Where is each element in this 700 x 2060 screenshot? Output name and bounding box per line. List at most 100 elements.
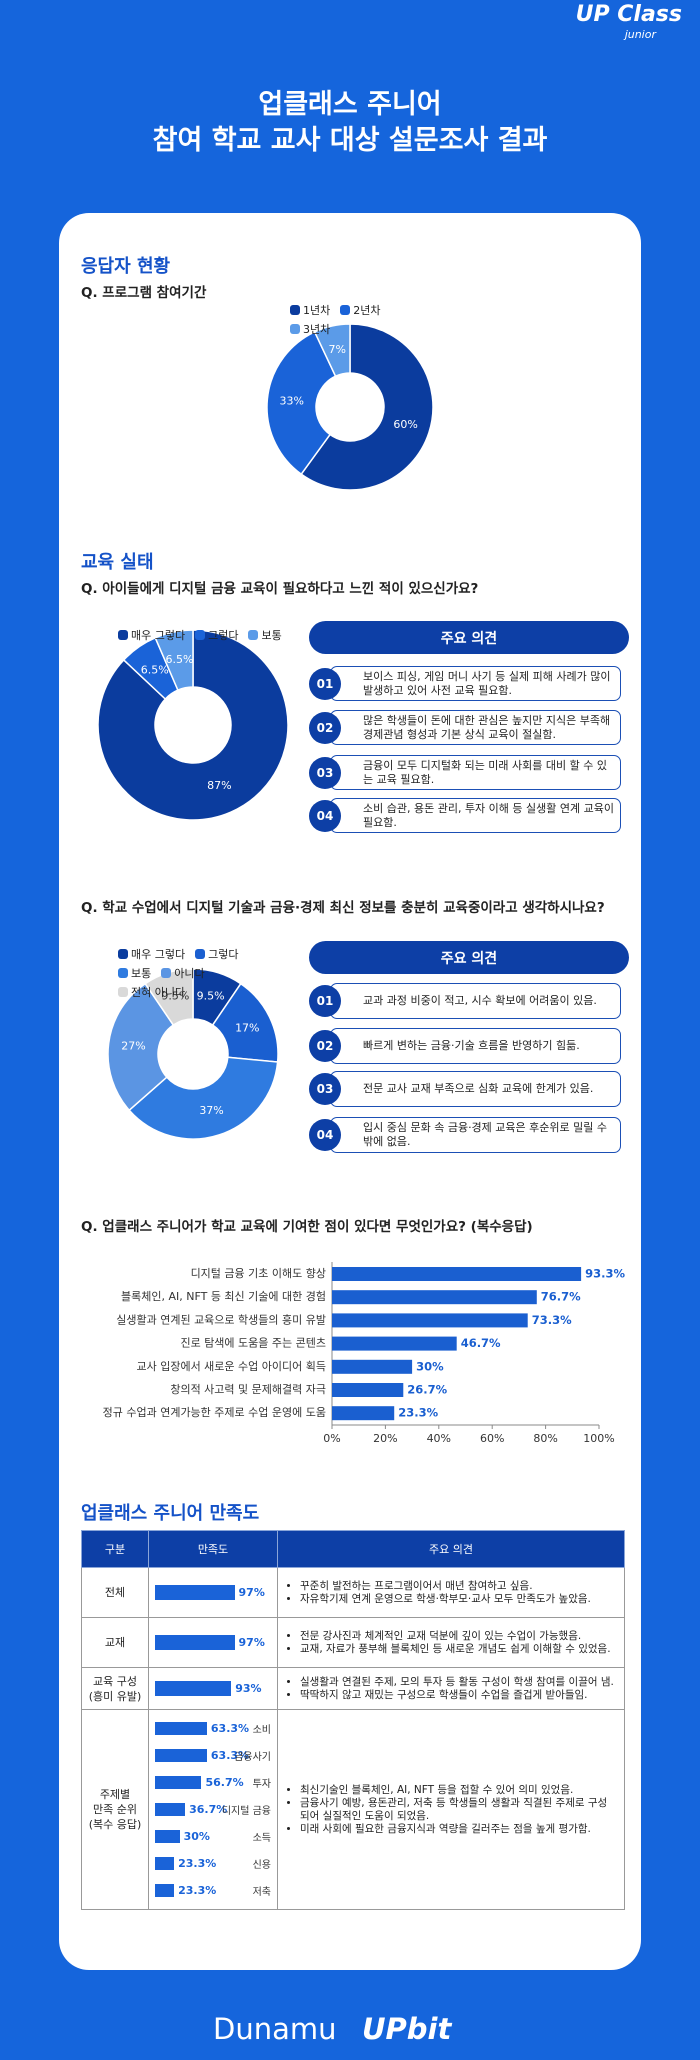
legend-swatch: [118, 630, 128, 640]
bar: [332, 1267, 582, 1281]
value-label: 7%: [329, 343, 346, 356]
comment-cell: 꾸준히 발전하는 프로그램이어서 매년 참여하고 싶음.자유학기제 연계 운영으…: [277, 1567, 625, 1618]
comment-list: 전문 강사진과 체계적인 교재 덕분에 깊이 있는 수업이 가능했음.교재, 자…: [286, 1630, 616, 1656]
x-tick-label: 40%: [427, 1432, 451, 1445]
legend-label: 아니다: [174, 967, 205, 980]
bar: [155, 1830, 180, 1843]
header-cell: 주요 의견: [277, 1530, 625, 1568]
bar: [332, 1406, 395, 1421]
row-label-line: (흥미 유발): [88, 1689, 142, 1703]
bar: [155, 1635, 235, 1650]
question: Q. 학교 수업에서 디지털 기술과 금융·경제 최신 정보를 충분히 교육중이…: [81, 900, 605, 916]
topic-bar-row: 23.3% 신용: [155, 1850, 271, 1877]
bar-row: 93%: [155, 1675, 271, 1702]
opinion-number: 03: [309, 756, 341, 789]
category-label: 정규 수업과 연계가능한 주제로 수업 운영에 도움: [103, 1406, 326, 1419]
topic-name: 소득: [252, 1833, 271, 1844]
legend-item: 보통: [248, 627, 282, 643]
legend-swatch: [118, 968, 128, 978]
value-label: 36.7%: [189, 1803, 228, 1816]
legend-item: 그렇다: [195, 627, 238, 643]
row-label-line: 전체: [104, 1586, 126, 1599]
section-heading: 응답자 현황: [81, 256, 171, 277]
opinion-text: 전문 교사 교재 부족으로 심화 교육에 한계가 있음.: [330, 1071, 621, 1107]
donut-slice: [313, 323, 351, 378]
donut-slice: [144, 968, 194, 1027]
legend-swatch: [340, 305, 351, 315]
x-tick-label: 0%: [323, 1432, 340, 1445]
legend: 매우 그렇다 그렇다 보통: [118, 627, 318, 643]
opinion-number: 04: [309, 799, 341, 832]
table-row: 교육 구성(흥미 유발) 93% 실생활과 연결된 주제, 모의 투자 등 활동 구…: [81, 1667, 625, 1710]
comment: 딱딱하지 않고 재밌는 구성으로 학생들이 수업을 즐겁게 받아들임.: [300, 1689, 616, 1702]
donut-slice: [154, 629, 194, 692]
bar: [332, 1359, 413, 1374]
bar: [332, 1336, 457, 1351]
footer-logo: UPbit: [362, 2012, 452, 2046]
bar: [155, 1749, 207, 1762]
header-cell: 만족도: [148, 1530, 278, 1568]
comment-list: 실생활과 연결된 주제, 모의 투자 등 활동 구성이 학생 참여를 이끌어 냄…: [286, 1676, 616, 1702]
bar: [155, 1722, 207, 1735]
comment-cell: 최신기술인 블록체인, AI, NFT 등을 접할 수 있어 의미 있었음.금융…: [277, 1709, 625, 1910]
title: 업클래스 주니어: [258, 89, 442, 120]
category-label: 교사 입장에서 새로운 수업 아이디어 획득: [136, 1360, 326, 1373]
topic-bar-row: 23.3% 저축: [155, 1877, 271, 1904]
topic-bar-row: 36.7% 디지털 금융: [155, 1796, 271, 1823]
bar: [155, 1585, 235, 1600]
opinion-text: 입시 중심 문화 속 금융·경제 교육은 후순위로 밀릴 수밖에 없음.: [330, 1117, 621, 1153]
comment-cell: 실생활과 연결된 주제, 모의 투자 등 활동 구성이 학생 참여를 이끌어 냄…: [277, 1667, 625, 1710]
row-label: 주제별 만족 순위 (복수 응답): [81, 1709, 149, 1910]
legend-label: 3년차: [303, 323, 331, 336]
value-label: 37%: [199, 1104, 223, 1117]
comment: 전문 강사진과 체계적인 교재 덕분에 깊이 있는 수업이 가능했음.: [300, 1630, 616, 1643]
value-label: 27%: [121, 1039, 145, 1052]
table-body: 전체 97% 꾸준히 발전하는 프로그램이어서 매년 참여하고 싶음.자유학기제 연…: [81, 1567, 625, 1910]
category-label: 블록체인, AI, NFT 등 최신 기술에 대한 경험: [121, 1290, 326, 1303]
category-label: 진로 탐색에 도움을 주는 콘텐츠: [180, 1337, 326, 1350]
comment: 꾸준히 발전하는 프로그램이어서 매년 참여하고 싶음.: [300, 1580, 616, 1593]
comment-list: 꾸준히 발전하는 프로그램이어서 매년 참여하고 싶음.자유학기제 연계 운영으…: [286, 1580, 616, 1606]
legend-item: 매우 그렇다: [118, 627, 185, 643]
table-row: 주제별 만족 순위 (복수 응답) 63.3% 소비 63.3% 금융사기 56.7% 투자 36…: [81, 1709, 625, 1910]
donut-slice: [300, 323, 434, 491]
opinion-header: 주요 의견: [309, 941, 629, 974]
row-label-line: 주제별: [99, 1788, 131, 1801]
legend-label: 그렇다: [208, 948, 239, 961]
legend-label: 매우 그렇다: [131, 948, 186, 961]
bar: [155, 1681, 232, 1696]
legend-label: 전혀 아니다: [131, 986, 186, 999]
value-label: 60%: [393, 418, 417, 431]
logo-sub: junior: [624, 28, 656, 41]
legend-label: 2년차: [353, 304, 381, 317]
category-label: 창의적 사고력 및 문제해결력 자극: [170, 1382, 326, 1396]
row-label: 교육 구성 (흥미 유발): [81, 1667, 149, 1710]
value-label: 97%: [238, 1586, 265, 1599]
bar: [155, 1803, 186, 1816]
opinion-number: 01: [309, 985, 341, 1017]
topic-name: 디지털 금융: [221, 1806, 271, 1817]
legend-swatch: [195, 949, 206, 959]
opinion-text: 보이스 피싱, 게임 머니 사기 등 실제 피해 사례가 많이 발생하고 있어 …: [330, 666, 621, 701]
legend-swatch: [118, 987, 128, 997]
value-label: 6.5%: [141, 664, 169, 677]
opinion-number: 03: [309, 1073, 341, 1105]
question: Q. 업클래스 주니어가 학교 교육에 기여한 점이 있다면 무엇인가요? (복…: [81, 1219, 533, 1235]
comment: 실생활과 연결된 주제, 모의 투자 등 활동 구성이 학생 참여를 이끌어 냄…: [300, 1676, 616, 1689]
legend-label: 그렇다: [208, 629, 239, 642]
value-label: 73.3%: [532, 1313, 572, 1327]
value-label: 87%: [207, 779, 231, 792]
legend: 1년차 2년차 3년차: [290, 302, 420, 337]
legend-swatch: [118, 949, 128, 959]
x-tick-label: 20%: [373, 1432, 397, 1445]
donut-slice: [266, 330, 337, 476]
value-label: 76.7%: [541, 1290, 581, 1304]
value-label: 26.7%: [407, 1383, 447, 1397]
topic-name: 소비: [252, 1725, 271, 1736]
legend-item: 아니다: [161, 965, 205, 981]
value-label: 97%: [238, 1636, 265, 1649]
value-label: 56.7%: [205, 1776, 244, 1789]
category-label: 실생활과 연계된 교육으로 학생들의 흥미 유발: [116, 1312, 326, 1326]
topic-bar-row: 56.7% 투자: [155, 1769, 271, 1796]
